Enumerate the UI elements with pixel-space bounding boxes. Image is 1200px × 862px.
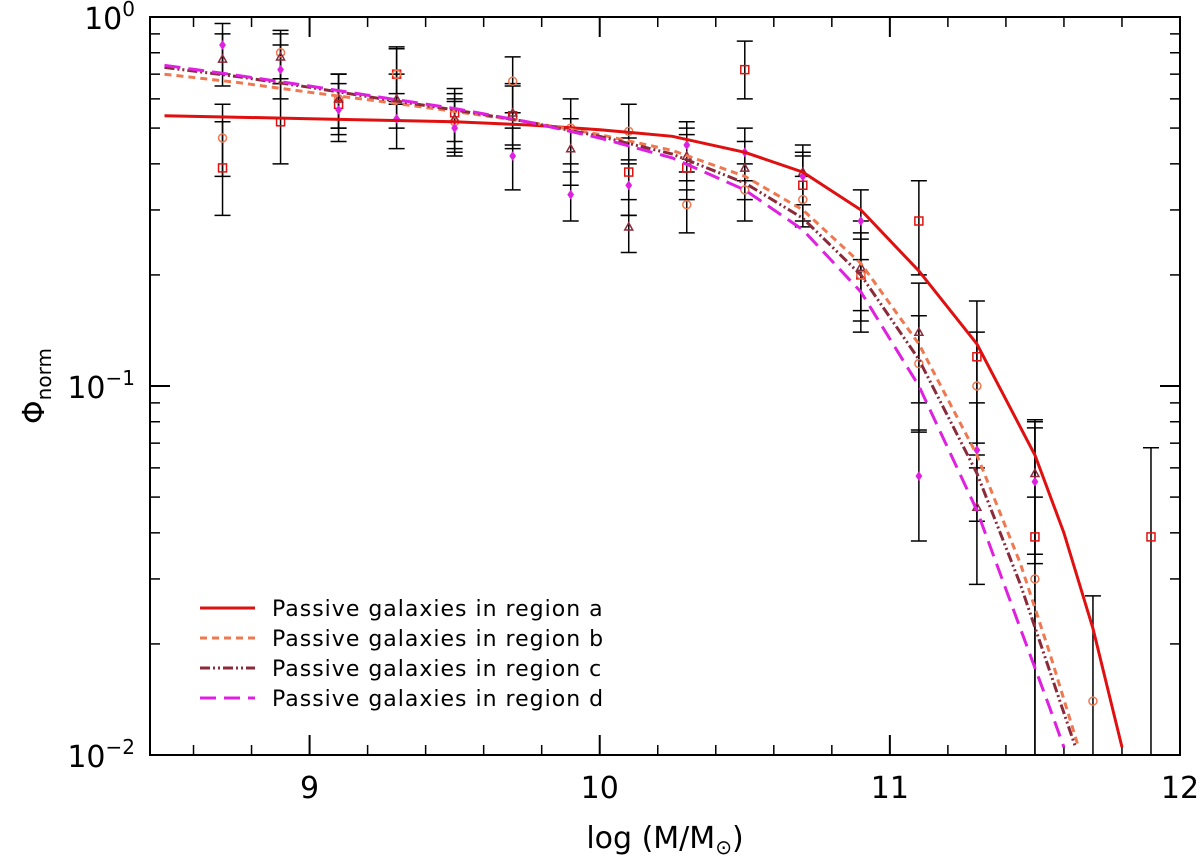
data-point-square — [972, 352, 982, 362]
y-axis-label: Φnorm — [17, 348, 56, 424]
data-point-square — [1030, 532, 1040, 542]
y-axis-label-main: Φ — [17, 400, 52, 424]
data-point-diamond — [683, 140, 691, 150]
y-axis-label-subscript: norm — [32, 348, 56, 400]
data-point-circle — [914, 358, 924, 369]
data-point-diamond — [625, 180, 633, 191]
data-point-circle — [391, 69, 402, 79]
data-point-diamond — [277, 64, 284, 75]
data-point-square — [623, 167, 634, 177]
x-axis-label-main: log (M/M — [586, 821, 715, 856]
data-point-circle — [972, 381, 982, 391]
plot-frame — [149, 16, 1181, 756]
fit-curve — [164, 114, 1124, 748]
fit-curves — [164, 63, 1124, 748]
legend-label: Passive galaxies in region d — [272, 687, 604, 712]
data-point-triangle — [1029, 467, 1041, 478]
data-point-circle — [1030, 574, 1040, 584]
x-axis-label: log (M/M⊙) — [586, 821, 743, 859]
data-point-diamond — [857, 216, 865, 226]
tick-labels: 9 10 11 12 100 10−1 10−2 — [67, 0, 1199, 806]
data-point-triangle — [913, 326, 925, 337]
data-point-circle — [507, 76, 518, 86]
data-point-diamond — [567, 189, 575, 200]
y-tick-label: 10−1 — [67, 366, 135, 406]
data-point-triangle — [507, 107, 518, 117]
x-axis-label-close: ) — [732, 821, 744, 856]
legend: Passive galaxies in region a Passive gala… — [200, 597, 604, 712]
data-point-diamond — [335, 105, 343, 115]
data-point-diamond — [915, 471, 923, 481]
data-point-triangle — [739, 162, 751, 172]
data-point-circle — [682, 199, 692, 210]
data-point-square — [217, 163, 228, 173]
data-point-diamond — [509, 151, 517, 161]
data-point-square — [798, 180, 808, 190]
x-axis-label-sun-symbol: ⊙ — [715, 835, 732, 859]
plot-area — [164, 22, 1159, 755]
data-point-circle — [217, 133, 228, 143]
data-point-square — [914, 216, 924, 226]
x-tick-label: 9 — [300, 771, 319, 806]
fit-curve — [164, 65, 1077, 748]
data-point-triangle — [275, 51, 286, 61]
data-point-triangle — [333, 93, 344, 103]
data-point-diamond — [219, 40, 226, 50]
data-point-diamond — [451, 123, 459, 133]
data-point-triangle — [565, 143, 576, 153]
data-point-circle — [1088, 696, 1098, 706]
x-tick-label: 12 — [1161, 771, 1199, 806]
x-tick-label: 11 — [871, 771, 909, 806]
data-point-square — [1146, 532, 1156, 542]
data-point-circle — [798, 194, 808, 205]
y-tick-label: 100 — [84, 0, 135, 37]
legend-label: Passive galaxies in region c — [272, 657, 602, 682]
x-tick-label: 10 — [581, 771, 619, 806]
data-point-triangle — [217, 53, 228, 63]
data-point-circle — [275, 48, 286, 58]
data-point-diamond — [1031, 476, 1039, 487]
data-point-triangle — [855, 261, 867, 272]
data-point-triangle — [623, 221, 635, 231]
data-point-square — [740, 64, 750, 75]
data-point-circle — [740, 185, 750, 195]
fit-curve — [164, 63, 1066, 748]
legend-label: Passive galaxies in region b — [272, 627, 604, 652]
y-tick-label: 10−2 — [67, 735, 135, 775]
minor-ticks — [150, 17, 1180, 755]
legend-label: Passive galaxies in region a — [272, 597, 604, 622]
fit-curve — [164, 72, 1080, 748]
